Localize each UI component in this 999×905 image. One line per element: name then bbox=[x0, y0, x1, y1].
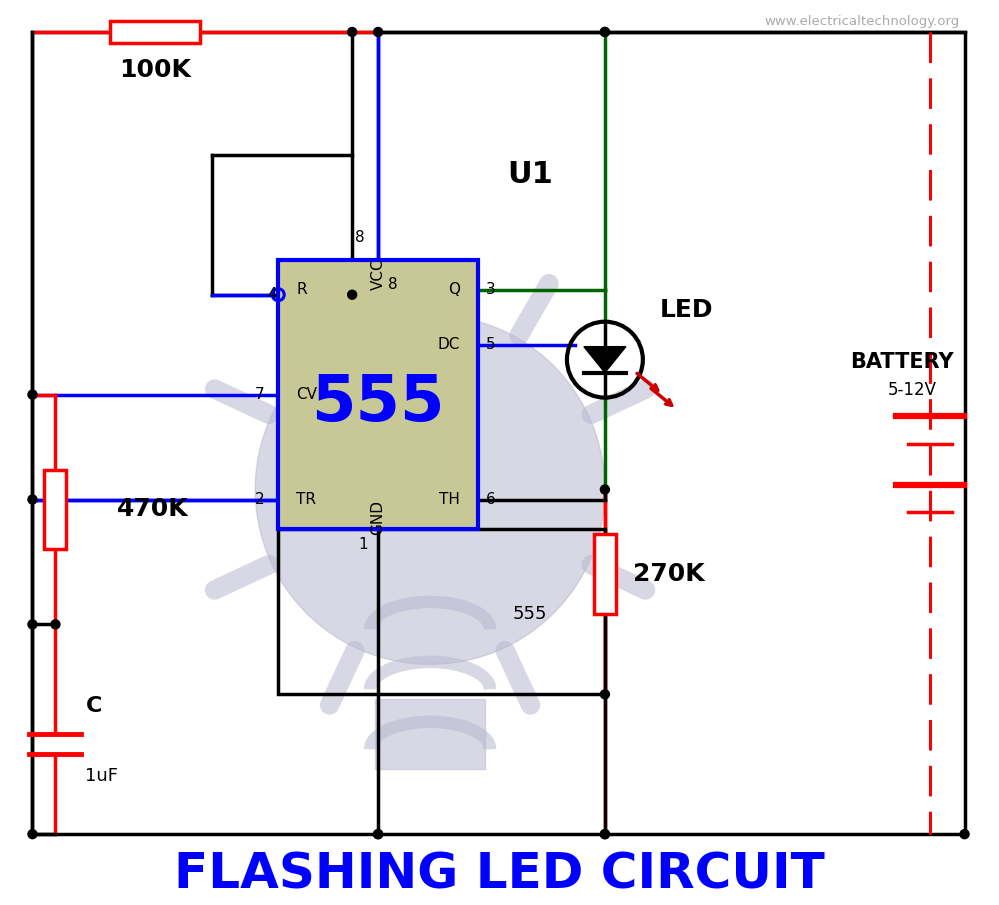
Circle shape bbox=[960, 830, 969, 839]
Circle shape bbox=[374, 27, 383, 36]
Circle shape bbox=[28, 620, 37, 629]
Text: GND: GND bbox=[371, 500, 386, 535]
Text: 5-12V: 5-12V bbox=[888, 381, 937, 398]
Text: CV: CV bbox=[296, 387, 318, 402]
Text: LED: LED bbox=[660, 298, 713, 321]
Bar bbox=[375, 700, 485, 769]
Circle shape bbox=[600, 485, 609, 494]
Text: www.electricaltechnology.org: www.electricaltechnology.org bbox=[764, 15, 960, 28]
Text: Q: Q bbox=[448, 282, 460, 297]
Text: 4: 4 bbox=[267, 287, 277, 302]
Text: U1: U1 bbox=[507, 160, 552, 189]
Text: 6: 6 bbox=[486, 492, 496, 507]
Circle shape bbox=[255, 315, 605, 664]
Circle shape bbox=[600, 830, 609, 839]
Text: TH: TH bbox=[440, 492, 460, 507]
Text: 3: 3 bbox=[486, 282, 496, 297]
Text: TR: TR bbox=[296, 492, 317, 507]
Circle shape bbox=[348, 291, 357, 300]
Text: BATTERY: BATTERY bbox=[850, 352, 953, 372]
Bar bbox=[594, 535, 616, 614]
Text: VCC: VCC bbox=[371, 258, 386, 290]
Bar bbox=[32, 32, 965, 834]
Text: 1uF: 1uF bbox=[85, 767, 119, 786]
Text: 5: 5 bbox=[486, 338, 496, 352]
Text: FLASHING LED CIRCUIT: FLASHING LED CIRCUIT bbox=[174, 850, 825, 898]
Circle shape bbox=[348, 27, 357, 36]
Circle shape bbox=[600, 27, 609, 36]
Circle shape bbox=[374, 830, 383, 839]
Circle shape bbox=[28, 830, 37, 839]
Circle shape bbox=[600, 27, 609, 36]
Circle shape bbox=[28, 495, 37, 504]
Text: 1: 1 bbox=[359, 537, 368, 552]
Text: 270K: 270K bbox=[633, 562, 704, 586]
Bar bbox=[44, 470, 66, 549]
Circle shape bbox=[51, 620, 60, 629]
Text: 555: 555 bbox=[312, 372, 445, 433]
Text: C: C bbox=[85, 696, 102, 716]
Text: 2: 2 bbox=[255, 492, 264, 507]
Polygon shape bbox=[584, 347, 626, 373]
Circle shape bbox=[374, 830, 383, 839]
Text: 100K: 100K bbox=[120, 58, 191, 82]
Text: DC: DC bbox=[438, 338, 460, 352]
Text: 8: 8 bbox=[355, 230, 364, 245]
Text: R: R bbox=[296, 282, 307, 297]
Circle shape bbox=[600, 690, 609, 699]
Text: 470K: 470K bbox=[117, 498, 189, 521]
Circle shape bbox=[600, 830, 609, 839]
Circle shape bbox=[28, 390, 37, 399]
Bar bbox=[110, 21, 200, 43]
Bar bbox=[278, 260, 478, 529]
Text: 8: 8 bbox=[388, 277, 398, 292]
Text: 7: 7 bbox=[255, 387, 264, 402]
Text: 555: 555 bbox=[512, 605, 547, 624]
Bar bbox=[278, 529, 605, 694]
